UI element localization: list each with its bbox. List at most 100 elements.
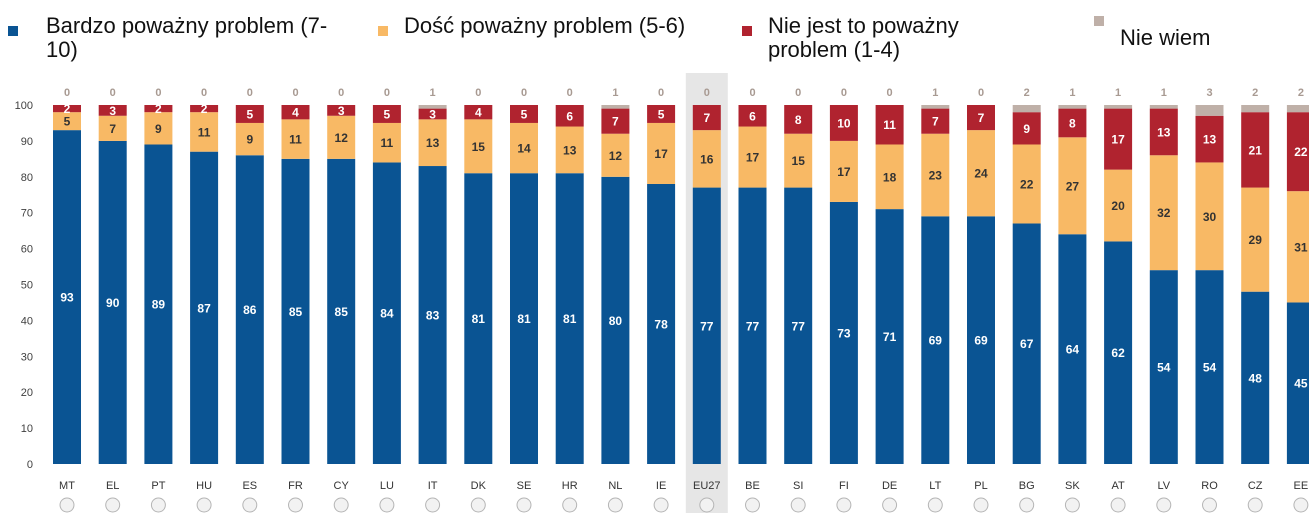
- bar-segment-fairly-serious-lt: [921, 133, 950, 217]
- bar-segment-fairly-serious-pl: [967, 130, 995, 217]
- data-label-not-serious: 22: [1294, 145, 1308, 159]
- data-label-fairly-serious: 9: [246, 133, 253, 147]
- data-label-very-serious: 71: [883, 330, 897, 344]
- bar-segment-fairly-serious-ee: [1286, 191, 1309, 303]
- bar-segment-fairly-serious-cy: [327, 115, 356, 159]
- data-label-dont-know: 0: [201, 87, 207, 99]
- y-tick-label: 70: [21, 208, 33, 220]
- data-label-not-serious: 7: [612, 115, 619, 129]
- bar-segment-not-serious-bg: [1012, 112, 1041, 145]
- y-tick-label: 80: [21, 172, 33, 184]
- bar-segment-not-serious-fi: [829, 105, 858, 141]
- bar-segment-very-serious-pt: [144, 144, 173, 465]
- data-label-fairly-serious: 12: [335, 131, 349, 145]
- data-label-not-serious: 7: [978, 111, 985, 125]
- bar-segment-fairly-serious-de: [875, 144, 904, 210]
- bar-segment-not-serious-at: [1104, 108, 1133, 170]
- data-label-dont-know: 0: [795, 87, 801, 99]
- bar-segment-very-serious-fr: [281, 158, 310, 464]
- x-tick-label: LU: [380, 480, 394, 492]
- bar-segment-not-serious-es: [235, 105, 264, 123]
- flag-icon-ro: [1202, 497, 1217, 513]
- data-label-dont-know: 0: [338, 87, 344, 99]
- data-label-not-serious: 2: [64, 102, 71, 116]
- flag-icon-fr: [288, 497, 303, 513]
- bar-segment-not-serious-ee: [1286, 112, 1309, 192]
- data-label-very-serious: 85: [335, 305, 349, 319]
- y-tick-label: 60: [21, 244, 33, 256]
- flag-icon-hu: [196, 497, 212, 513]
- bar-segment-fairly-serious-pt: [144, 112, 173, 145]
- bar-segment-very-serious-at: [1104, 241, 1133, 464]
- data-label-fairly-serious: 9: [155, 122, 162, 136]
- flag-icon-el: [105, 497, 121, 513]
- y-tick-label: 20: [21, 387, 33, 399]
- data-label-fairly-serious: 11: [198, 125, 211, 139]
- legend-swatch-not-serious: [742, 26, 752, 36]
- data-label-fairly-serious: 11: [289, 133, 302, 147]
- data-label-not-serious: 9: [1023, 122, 1030, 136]
- bar-segment-fairly-serious-bg: [1012, 144, 1041, 224]
- y-tick-label: 30: [21, 351, 33, 363]
- data-label-very-serious: 69: [974, 334, 988, 348]
- bar-segment-fairly-serious-es: [235, 122, 264, 156]
- flag-icon-sk: [1064, 497, 1080, 513]
- data-label-very-serious: 78: [654, 317, 668, 331]
- bar-segment-very-serious-dk: [464, 173, 493, 464]
- data-label-not-serious: 5: [658, 107, 665, 121]
- data-label-not-serious: 3: [109, 104, 116, 118]
- bar-segment-not-serious-cy: [327, 105, 356, 116]
- bar-segment-not-serious-de: [875, 105, 904, 145]
- data-label-very-serious: 54: [1157, 361, 1171, 375]
- bar-segment-not-serious-cz: [1241, 112, 1270, 188]
- bar-segment-not-serious-ro: [1195, 115, 1224, 163]
- data-label-dont-know: 0: [64, 87, 70, 99]
- bar-segment-very-serious-nl: [601, 176, 630, 465]
- data-label-very-serious: 83: [426, 309, 440, 323]
- bar-segment-dont-know-lt: [921, 105, 950, 109]
- data-label-fairly-serious: 31: [1294, 240, 1308, 254]
- bar-segment-fairly-serious-lu: [372, 122, 401, 163]
- x-tick-label: ES: [242, 480, 257, 492]
- data-label-very-serious: 81: [563, 312, 577, 326]
- bar-segment-fairly-serious-fr: [281, 119, 310, 159]
- data-label-not-serious: 4: [475, 106, 482, 120]
- data-label-fairly-serious: 27: [1066, 179, 1080, 193]
- data-label-fairly-serious: 14: [517, 142, 531, 156]
- flag-icon-cy: [333, 497, 349, 513]
- data-label-fairly-serious: 13: [426, 136, 440, 150]
- data-label-fairly-serious: 7: [109, 122, 116, 136]
- data-label-not-serious: 7: [703, 111, 710, 125]
- bar-segment-dont-know-it: [418, 105, 447, 109]
- data-label-dont-know: 0: [155, 87, 161, 99]
- x-tick-label: SI: [793, 480, 803, 492]
- flag-icon-eu27: [699, 497, 715, 513]
- legend-item-not-serious: Nie jest to poważny problem (1-4): [742, 14, 998, 62]
- flag-icon-de: [882, 497, 898, 513]
- data-label-very-serious: 85: [289, 305, 303, 319]
- data-label-very-serious: 90: [106, 296, 120, 310]
- legend-label-not-serious: Nie jest to poważny problem (1-4): [768, 13, 959, 62]
- bar-segment-very-serious-lt: [921, 216, 950, 464]
- data-label-fairly-serious: 11: [381, 136, 394, 150]
- legend-swatch-very-serious: [8, 26, 18, 36]
- data-label-fairly-serious: 12: [609, 149, 623, 163]
- bar-segment-very-serious-cy: [327, 158, 356, 464]
- bar-segment-very-serious-fi: [829, 201, 858, 464]
- x-tick-label: IT: [428, 480, 438, 492]
- legend-label-fairly-serious: Dość poważny problem (5-6): [404, 13, 686, 38]
- data-label-dont-know: 0: [110, 87, 116, 99]
- data-label-dont-know: 0: [704, 87, 710, 99]
- data-label-very-serious: 77: [792, 319, 806, 333]
- bar-segment-very-serious-bg: [1012, 223, 1041, 464]
- data-label-not-serious: 4: [292, 106, 299, 120]
- data-label-dont-know: 1: [1069, 87, 1075, 99]
- bar-segment-dont-know-sk: [1058, 105, 1087, 109]
- flag-icon-pl: [973, 497, 989, 513]
- bar-segment-dont-know-bg: [1012, 105, 1041, 113]
- data-label-very-serious: 64: [1066, 343, 1080, 357]
- data-label-very-serious: 87: [197, 301, 211, 315]
- bar-segment-very-serious-ee: [1286, 302, 1309, 464]
- bar-segment-fairly-serious-at: [1104, 169, 1133, 242]
- data-label-dont-know: 0: [384, 87, 390, 99]
